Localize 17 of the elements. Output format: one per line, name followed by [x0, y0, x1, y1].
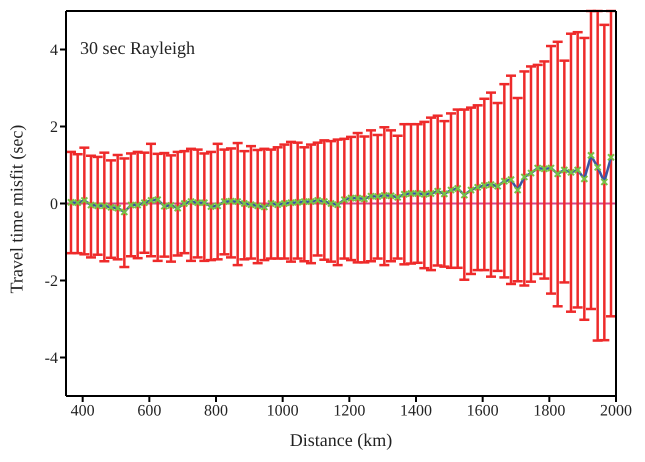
x-tick-label: 800	[204, 402, 228, 420]
x-tick-label: 600	[137, 402, 162, 420]
y-tick-label: -4	[44, 350, 58, 368]
x-tick-label: 1200	[333, 402, 366, 420]
x-tick-label: 1800	[533, 402, 566, 420]
x-axis-title: Distance (km)	[290, 430, 392, 450]
x-tick-label: 1000	[266, 402, 299, 420]
y-axis-title: Travel time misfit (sec)	[6, 124, 26, 294]
y-tick-label: 0	[50, 196, 58, 214]
x-tick-label: 1600	[466, 402, 499, 420]
x-tick-label: 400	[70, 402, 95, 420]
y-tick-label: 4	[50, 42, 58, 60]
annotation: 30 sec Rayleigh	[80, 38, 195, 59]
x-tick-label: 1400	[400, 402, 432, 420]
y-tick-label: -2	[44, 273, 58, 290]
x-tick-label: 2000	[600, 402, 632, 420]
y-tick-label: 2	[50, 119, 58, 136]
